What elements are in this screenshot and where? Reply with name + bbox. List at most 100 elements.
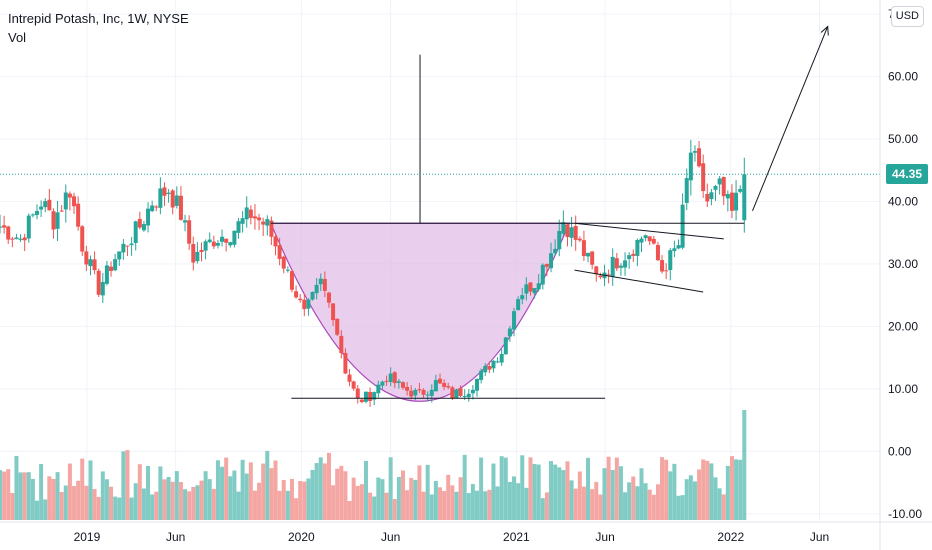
candle-body bbox=[709, 192, 714, 200]
candle-body bbox=[372, 392, 377, 400]
candle-body bbox=[322, 279, 327, 291]
volume-bar bbox=[55, 472, 60, 520]
volume-bar bbox=[569, 480, 574, 520]
volume-bar bbox=[384, 492, 389, 520]
volume-bar bbox=[92, 489, 97, 520]
candle-body bbox=[26, 215, 31, 239]
candle-body bbox=[158, 188, 163, 208]
volume-bar bbox=[376, 477, 381, 520]
candle-body bbox=[18, 238, 23, 240]
y-tick-label: -10.00 bbox=[888, 507, 922, 521]
candle-body bbox=[643, 235, 648, 239]
volume-bar bbox=[269, 468, 274, 520]
volume-bar bbox=[43, 499, 48, 520]
candle-body bbox=[705, 193, 710, 202]
candle-body bbox=[475, 378, 480, 391]
candle-body bbox=[129, 243, 134, 246]
candle-body bbox=[10, 238, 15, 240]
volume-bar bbox=[84, 485, 89, 520]
candle-body bbox=[302, 299, 307, 310]
candle-body bbox=[228, 242, 233, 246]
volume-bar bbox=[672, 463, 677, 520]
volume-bar bbox=[598, 494, 603, 520]
currency-button[interactable]: USD bbox=[890, 6, 924, 27]
candle-body bbox=[446, 386, 451, 388]
volume-bar bbox=[491, 463, 496, 520]
candle-body bbox=[368, 391, 373, 401]
volume-bar bbox=[125, 450, 130, 520]
y-tick-label: 10.00 bbox=[888, 382, 918, 396]
candle-body bbox=[594, 266, 599, 275]
volume-bar bbox=[331, 485, 336, 520]
chart-legend: Intrepid Potash, Inc, 1W, NYSE Vol bbox=[8, 9, 189, 47]
candle-body bbox=[581, 240, 586, 257]
volume-bar bbox=[18, 472, 23, 520]
volume-bar bbox=[388, 457, 393, 520]
volume-bar bbox=[199, 480, 204, 520]
candle-body bbox=[244, 207, 249, 220]
candle-body bbox=[717, 178, 722, 185]
candle-body bbox=[384, 380, 389, 382]
candle-body bbox=[647, 236, 652, 242]
volume-bar bbox=[684, 479, 689, 520]
volume-bar bbox=[224, 457, 229, 520]
x-tick-label: Jun bbox=[595, 530, 614, 544]
volume-bar bbox=[302, 481, 307, 520]
candle-body bbox=[631, 253, 636, 256]
candle-body bbox=[425, 394, 430, 396]
volume-bar bbox=[380, 479, 385, 520]
volume-bar bbox=[499, 456, 504, 520]
candle-body bbox=[655, 245, 660, 261]
candle-body bbox=[483, 365, 488, 373]
cup-pattern bbox=[269, 222, 571, 402]
x-tick-label: 2022 bbox=[717, 530, 744, 544]
candle-body bbox=[281, 256, 286, 269]
candle-body bbox=[355, 388, 360, 399]
candle-body bbox=[310, 291, 315, 300]
y-tick-label: 50.00 bbox=[888, 132, 918, 146]
volume-bar bbox=[512, 476, 517, 520]
candle-body bbox=[289, 271, 294, 290]
candle-body bbox=[421, 389, 426, 395]
candle-body bbox=[174, 195, 179, 206]
flag-upper-line bbox=[574, 222, 724, 240]
volume-bar bbox=[606, 456, 611, 520]
volume-bar bbox=[561, 470, 566, 520]
candle-body bbox=[109, 266, 114, 271]
candle-body bbox=[343, 352, 348, 374]
volume-bar bbox=[643, 483, 648, 520]
volume-bar bbox=[335, 468, 340, 520]
candle-body bbox=[433, 380, 438, 392]
volume-bar bbox=[30, 478, 35, 520]
volume-bar bbox=[88, 460, 93, 520]
volume-bar bbox=[544, 492, 549, 520]
candle-body bbox=[713, 185, 718, 190]
volume-bar bbox=[664, 459, 669, 520]
volume-bar bbox=[688, 475, 693, 520]
candle-body bbox=[351, 381, 356, 389]
candle-body bbox=[67, 193, 72, 198]
volume-bar bbox=[581, 486, 586, 520]
candle-body bbox=[610, 257, 615, 277]
volume-bar bbox=[14, 455, 19, 520]
volume-label[interactable]: Vol bbox=[8, 30, 27, 45]
candle-body bbox=[540, 264, 545, 285]
volume-bar bbox=[261, 463, 266, 520]
candle-body bbox=[623, 260, 628, 268]
candle-body bbox=[429, 389, 434, 396]
candle-body bbox=[298, 298, 303, 301]
candle-body bbox=[413, 389, 418, 396]
volume-bar bbox=[713, 477, 718, 520]
volume-bar bbox=[701, 459, 706, 520]
volume-bar bbox=[433, 481, 438, 520]
candle-body bbox=[544, 263, 549, 267]
volume-bar bbox=[429, 494, 434, 520]
candle-body bbox=[306, 299, 311, 309]
volume-bar bbox=[76, 480, 81, 520]
volume-bar bbox=[187, 491, 192, 520]
candle-body bbox=[512, 311, 517, 330]
volume-bar bbox=[442, 490, 447, 520]
candle-body bbox=[76, 203, 81, 227]
symbol-title[interactable]: Intrepid Potash, Inc, 1W, NYSE bbox=[8, 11, 189, 26]
